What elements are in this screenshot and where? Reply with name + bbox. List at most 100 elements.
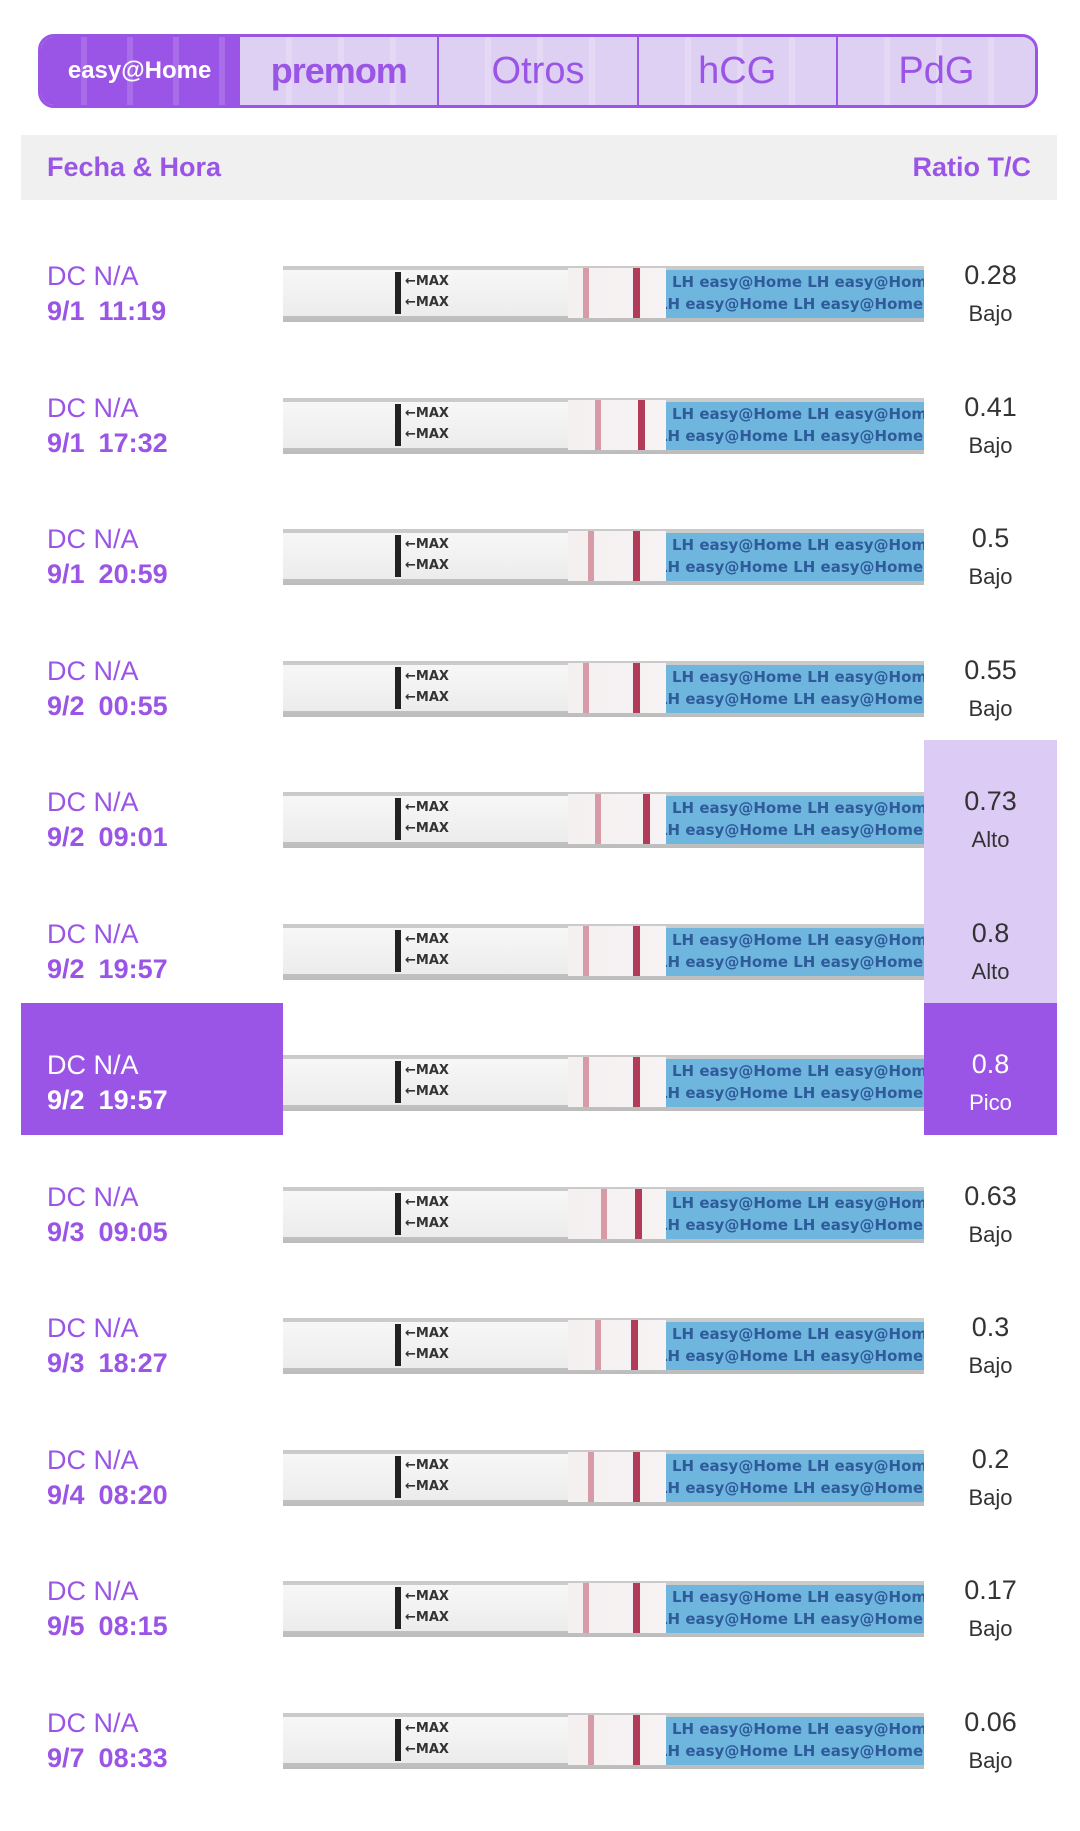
row-date-cell: DC N/A 9/1 17:32 xyxy=(21,346,283,478)
strip-brand-text: LH easy@Home LH easy@Home LH xyxy=(666,558,924,576)
cycle-day: DC N/A xyxy=(47,1050,139,1080)
tab-hcg[interactable]: hCG xyxy=(638,37,838,105)
strip-brand-text: LH easy@Home LH easy@Home LH xyxy=(666,952,924,971)
strip-handle xyxy=(283,270,573,316)
list-item[interactable]: DC N/A 9/3 18:27 ←MAX ←MAX LH easy@Home L… xyxy=(21,1266,1057,1398)
list-header: Fecha & Hora Ratio T/C xyxy=(21,135,1057,200)
strip-result-window xyxy=(568,1714,666,1765)
lh-level-label: Bajo xyxy=(968,695,1013,721)
list-item[interactable]: DC N/A 9/3 09:05 ←MAX ←MAX LH easy@Home L… xyxy=(21,1135,1057,1267)
test-date: 9/3 xyxy=(47,1348,85,1378)
list-item[interactable]: DC N/A 9/1 20:59 ←MAX ←MAX LH easy@Home L… xyxy=(21,477,1057,609)
max-label: ←MAX xyxy=(405,931,449,947)
date-time: 9/7 08:33 xyxy=(47,1739,283,1777)
cycle-day: DC N/A xyxy=(47,655,139,686)
strip-brand-text: LH easy@Home LH easy@Home LH xyxy=(666,1741,924,1760)
test-results-list: DC N/A 9/1 11:19 ←MAX ←MAX LH easy@Home L… xyxy=(21,214,1057,1792)
strip-brand-text: LH easy@Home LH easy@Home LH xyxy=(672,1062,924,1080)
tab-easyhome[interactable]: easy@Home xyxy=(41,37,241,105)
list-item[interactable]: DC N/A 9/4 08:20 ←MAX ←MAX LH easy@Home L… xyxy=(21,1398,1057,1530)
test-time: 19:57 xyxy=(98,1085,168,1115)
test-date: 9/5 xyxy=(47,1611,85,1641)
test-date: 9/2 xyxy=(47,822,85,852)
list-item[interactable]: DC N/A 9/1 17:32 ←MAX ←MAX LH easy@Home L… xyxy=(21,346,1057,478)
cycle-day: DC N/A xyxy=(47,524,139,554)
test-line xyxy=(595,399,601,450)
row-ratio-cell: 0.5 Bajo xyxy=(924,477,1057,609)
strip-handle xyxy=(283,1453,573,1500)
list-item[interactable]: DC N/A 9/2 19:57 ←MAX ←MAX LH easy@Home L… xyxy=(21,1003,1057,1135)
tab-otros[interactable]: Otros xyxy=(439,37,639,105)
control-line xyxy=(633,1451,640,1502)
tc-ratio-value: 0.41 xyxy=(964,391,1017,422)
tc-ratio-value: 0.55 xyxy=(964,654,1017,685)
test-time: 11:19 xyxy=(98,296,167,326)
strip-brand-area: LH easy@Home LH easy@Home LH LH easy@Hom… xyxy=(666,1322,924,1370)
row-date-cell: DC N/A 9/4 08:20 xyxy=(21,1398,283,1530)
tab-pdg-label: PdG xyxy=(898,49,975,92)
strip-brand-text: LH easy@Home LH easy@Home LH xyxy=(672,1719,924,1738)
test-date: 9/7 xyxy=(47,1742,85,1773)
header-ratio: Ratio T/C xyxy=(912,152,1032,182)
list-item[interactable]: DC N/A 9/2 19:57 ←MAX ←MAX LH easy@Home L… xyxy=(21,871,1057,1003)
row-ratio-cell: 0.2 Bajo xyxy=(924,1398,1057,1530)
test-strip-image: ←MAX ←MAX LH easy@Home LH easy@Home LH L… xyxy=(283,1581,924,1637)
control-line xyxy=(633,531,640,581)
strip-max-mark xyxy=(395,929,401,972)
row-ratio-cell: 0.28 Bajo xyxy=(924,214,1057,346)
date-time: 9/3 18:27 xyxy=(47,1344,283,1382)
lh-level-label: Bajo xyxy=(968,1353,1013,1378)
tc-ratio-value: 0.28 xyxy=(964,260,1017,290)
date-time: 9/1 20:59 xyxy=(47,555,283,593)
tc-ratio-value: 0.17 xyxy=(964,1575,1017,1605)
tc-ratio-value: 0.63 xyxy=(964,1180,1017,1211)
row-date-cell: DC N/A 9/2 19:57 xyxy=(21,1003,283,1135)
max-label: ←MAX xyxy=(405,426,449,442)
strip-brand-text: LH easy@Home LH easy@Home LH xyxy=(672,404,924,423)
strip-handle xyxy=(283,664,573,711)
tc-ratio-value: 0.73 xyxy=(964,786,1017,816)
tab-premom[interactable]: premom xyxy=(240,37,440,105)
strip-max-mark xyxy=(395,1455,401,1498)
test-line xyxy=(588,1451,594,1502)
test-strip-image: ←MAX ←MAX LH easy@Home LH easy@Home LH L… xyxy=(283,1055,924,1111)
strip-brand-area: LH easy@Home LH easy@Home LH LH easy@Hom… xyxy=(666,1059,924,1107)
list-item[interactable]: DC N/A 9/5 08:15 ←MAX ←MAX LH easy@Home L… xyxy=(21,1529,1057,1661)
test-time: 08:33 xyxy=(98,1742,168,1773)
date-time: 9/2 19:57 xyxy=(47,1081,283,1119)
strip-max-mark xyxy=(395,798,401,840)
lh-level-label: Bajo xyxy=(968,432,1013,458)
strip-brand-text: LH easy@Home LH easy@Home LH xyxy=(666,295,924,313)
list-item[interactable]: DC N/A 9/7 08:33 ←MAX ←MAX LH easy@Home L… xyxy=(21,1661,1057,1793)
strip-result-window xyxy=(568,1188,666,1239)
strip-max-mark xyxy=(395,403,401,446)
strip-max-mark xyxy=(395,666,401,709)
test-line xyxy=(583,268,589,318)
strip-max-mark xyxy=(395,272,401,314)
row-ratio-cell: 0.55 Bajo xyxy=(924,609,1057,741)
control-line xyxy=(633,1583,640,1633)
test-line xyxy=(595,794,601,844)
date-time: 9/1 17:32 xyxy=(47,424,283,462)
strip-max-mark xyxy=(395,1587,401,1629)
max-label: ←MAX xyxy=(405,668,449,684)
lh-level-label: Bajo xyxy=(968,1221,1013,1247)
row-ratio-cell: 0.8 Alto xyxy=(924,871,1057,1003)
test-line xyxy=(595,1320,601,1370)
list-item[interactable]: DC N/A 9/2 00:55 ←MAX ←MAX LH easy@Home L… xyxy=(21,609,1057,741)
lh-level-label: Pico xyxy=(969,1090,1012,1115)
lh-level-label: Bajo xyxy=(968,1484,1013,1510)
test-time: 08:20 xyxy=(98,1479,168,1510)
easyhome-logo-text: easy@Home xyxy=(67,57,212,84)
list-item[interactable]: DC N/A 9/2 09:01 ←MAX ←MAX LH easy@Home L… xyxy=(21,740,1057,872)
date-time: 9/3 09:05 xyxy=(47,1213,283,1251)
row-date-cell: DC N/A 9/5 08:15 xyxy=(21,1529,283,1661)
list-item[interactable]: DC N/A 9/1 11:19 ←MAX ←MAX LH easy@Home L… xyxy=(21,214,1057,346)
strip-brand-text: LH easy@Home LH easy@Home LH xyxy=(672,1193,924,1212)
brand-tab-bar: easy@Home premom Otros hCG PdG xyxy=(38,34,1038,108)
test-line xyxy=(588,531,594,581)
max-label: ←MAX xyxy=(405,689,449,705)
row-ratio-cell: 0.3 Bajo xyxy=(924,1266,1057,1398)
strip-result-window xyxy=(568,399,666,450)
tab-pdg[interactable]: PdG xyxy=(837,37,1035,105)
